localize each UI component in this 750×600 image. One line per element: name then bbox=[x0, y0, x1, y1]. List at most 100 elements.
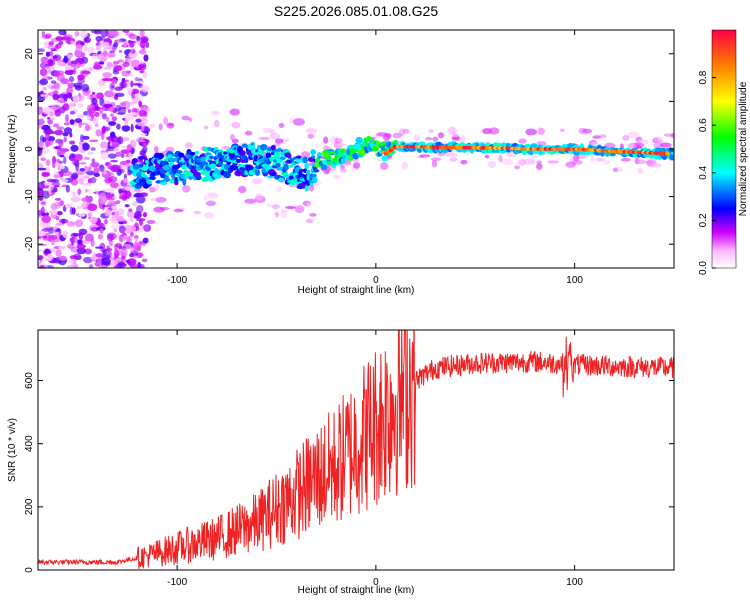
spectrogram-noise-blob bbox=[88, 264, 94, 268]
spectrogram-halo-blob bbox=[294, 205, 305, 214]
spectrogram-noise-blob bbox=[50, 80, 57, 85]
spectrogram-halo-blob bbox=[184, 142, 193, 149]
spectrogram-noise-blob bbox=[82, 241, 91, 244]
spectrogram-noise-blob bbox=[91, 97, 98, 105]
spectrogram-halo-blob bbox=[244, 198, 256, 204]
spectrogram-noise-blob bbox=[42, 147, 50, 154]
spectrogram-halo-blob bbox=[514, 165, 521, 170]
spectrogram-ridge-cell bbox=[305, 169, 311, 174]
spectrogram-ridge-cell bbox=[171, 168, 178, 175]
spectrogram-noise-blob bbox=[95, 129, 103, 137]
spectrogram-halo-blob bbox=[284, 205, 297, 210]
spectrogram-noise-blob bbox=[133, 194, 141, 198]
spectrogram-halo-blob bbox=[437, 132, 445, 139]
spectrogram-noise-blob bbox=[141, 225, 149, 230]
spectrogram-halo-blob bbox=[274, 211, 280, 218]
spectrogram-noise-blob bbox=[99, 108, 104, 114]
spectrogram-ridge-cell bbox=[310, 149, 316, 156]
spectrogram-noise-blob bbox=[56, 158, 60, 163]
spectrogram-halo-blob bbox=[428, 129, 434, 133]
spectrogram-noise-blob bbox=[52, 55, 58, 59]
spectrogram-noise-blob bbox=[81, 142, 90, 151]
spectrogram-noise-blob bbox=[87, 203, 98, 212]
spectrogram-noise-blob bbox=[56, 61, 66, 67]
spectrogram-halo-blob bbox=[205, 200, 216, 207]
spectrogram-noise-blob bbox=[55, 216, 60, 221]
spectrogram-halo-blob bbox=[301, 151, 311, 159]
spectrogram-ridge-cell bbox=[131, 158, 139, 164]
spectrogram-noise-blob bbox=[131, 201, 138, 207]
spectrogram-noise-blob bbox=[88, 166, 92, 172]
spectrogram-halo-blob bbox=[460, 159, 468, 165]
spectrogram-noise-blob bbox=[106, 202, 113, 208]
colorbar-ticks: 0.0 0.2 0.4 0.6 0.8 bbox=[698, 70, 716, 275]
spectrogram-ridge-cell bbox=[326, 155, 332, 161]
spectrogram-halo-blob bbox=[278, 122, 285, 129]
spectrogram-noise-blob bbox=[127, 109, 131, 114]
spectrogram-noise-blob bbox=[74, 49, 82, 57]
spectrogram-noise-blob bbox=[92, 117, 99, 125]
spectrogram-noise-blob bbox=[39, 62, 48, 69]
spectrogram-noise-blob bbox=[65, 66, 72, 71]
spectrogram-noise-blob bbox=[104, 209, 112, 217]
spectrogram-noise-blob bbox=[71, 174, 75, 180]
spectrogram-noise-blob bbox=[113, 65, 123, 72]
spectrogram-noise-blob bbox=[41, 34, 51, 39]
spectrogram-noise-blob bbox=[87, 212, 93, 217]
snr-x-label: Height of straight line (km) bbox=[298, 585, 415, 596]
spectrogram-noise-blob bbox=[107, 153, 117, 159]
spectrogram-ridge-cell bbox=[149, 175, 156, 181]
spectrogram-noise-blob bbox=[133, 241, 138, 248]
spectrogram-noise-blob bbox=[67, 40, 71, 44]
spectrogram-noise-blob bbox=[108, 106, 114, 113]
spectrogram-noise-blob bbox=[38, 249, 45, 252]
spectrogram-ridge-cell bbox=[310, 155, 316, 159]
spectrogram-noise-blob bbox=[54, 197, 62, 201]
spectrogram-noise-blob bbox=[84, 188, 89, 193]
spectrogram-noise-blob bbox=[110, 159, 119, 163]
spectrogram-noise-blob bbox=[112, 78, 118, 85]
spectrogram-halo-blob bbox=[153, 206, 165, 213]
y-tick-label: 200 bbox=[24, 498, 35, 515]
spectrogram-noise-blob bbox=[78, 122, 89, 126]
spectrogram-noise-blob bbox=[116, 112, 126, 115]
spectrogram-noise-blob bbox=[40, 124, 51, 131]
spectrogram-noise-blob bbox=[102, 50, 108, 57]
spectrogram-noise-blob bbox=[67, 53, 73, 59]
spectrogram-noise-blob bbox=[55, 36, 63, 41]
spectrogram-noise-blob bbox=[70, 61, 78, 65]
spectrogram-noise-blob bbox=[40, 201, 46, 206]
spectrogram-noise-blob bbox=[39, 264, 45, 268]
colorbar: 0.0 0.2 0.4 0.6 0.8 Normalized spectral ampl… bbox=[698, 29, 749, 275]
spectrogram-noise-blob bbox=[122, 258, 128, 263]
spectrogram-noise-blob bbox=[135, 195, 146, 204]
spectrogram-noise-blob bbox=[143, 54, 149, 62]
spectrogram-ridge-cell bbox=[241, 143, 248, 148]
spectrogram-noise-blob bbox=[108, 176, 118, 183]
spectrogram-ridge-cell bbox=[194, 150, 200, 155]
spectrogram-ridge-cell bbox=[313, 169, 319, 173]
spectrogram-ridge-cell bbox=[670, 151, 674, 155]
spectrogram-noise-blob bbox=[115, 200, 121, 205]
spectrogram-noise-blob bbox=[81, 196, 92, 203]
spectrogram-noise-blob bbox=[118, 225, 126, 234]
spectrogram-halo-blob bbox=[323, 136, 329, 144]
spectrogram-noise-blob bbox=[120, 152, 125, 159]
spectrogram-halo-blob bbox=[229, 134, 235, 141]
spectrogram-noise-blob bbox=[115, 257, 123, 262]
spectrogram-halo-blob bbox=[626, 143, 637, 149]
spectrogram-noise-blob bbox=[138, 64, 145, 69]
spectrogram-noise-blob bbox=[45, 141, 51, 147]
x-tick-label: -100 bbox=[167, 577, 187, 588]
spectrogram-y-axis: -20 -10 0 10 20 bbox=[24, 48, 674, 251]
spectrogram-noise-blob bbox=[50, 178, 60, 184]
spectrogram-noise-blob bbox=[99, 164, 105, 173]
spectrogram-halo-blob bbox=[207, 192, 219, 199]
spectrogram-noise-blob bbox=[122, 61, 130, 68]
spectrogram-noise-blob bbox=[121, 125, 131, 132]
spectrogram-ridge-cell bbox=[355, 136, 363, 144]
spectrogram-noise-blob bbox=[140, 133, 147, 136]
spectrogram-noise-blob bbox=[108, 121, 117, 126]
spectrogram-noise-blob bbox=[84, 124, 91, 132]
spectrogram-noise-blob bbox=[77, 103, 84, 109]
